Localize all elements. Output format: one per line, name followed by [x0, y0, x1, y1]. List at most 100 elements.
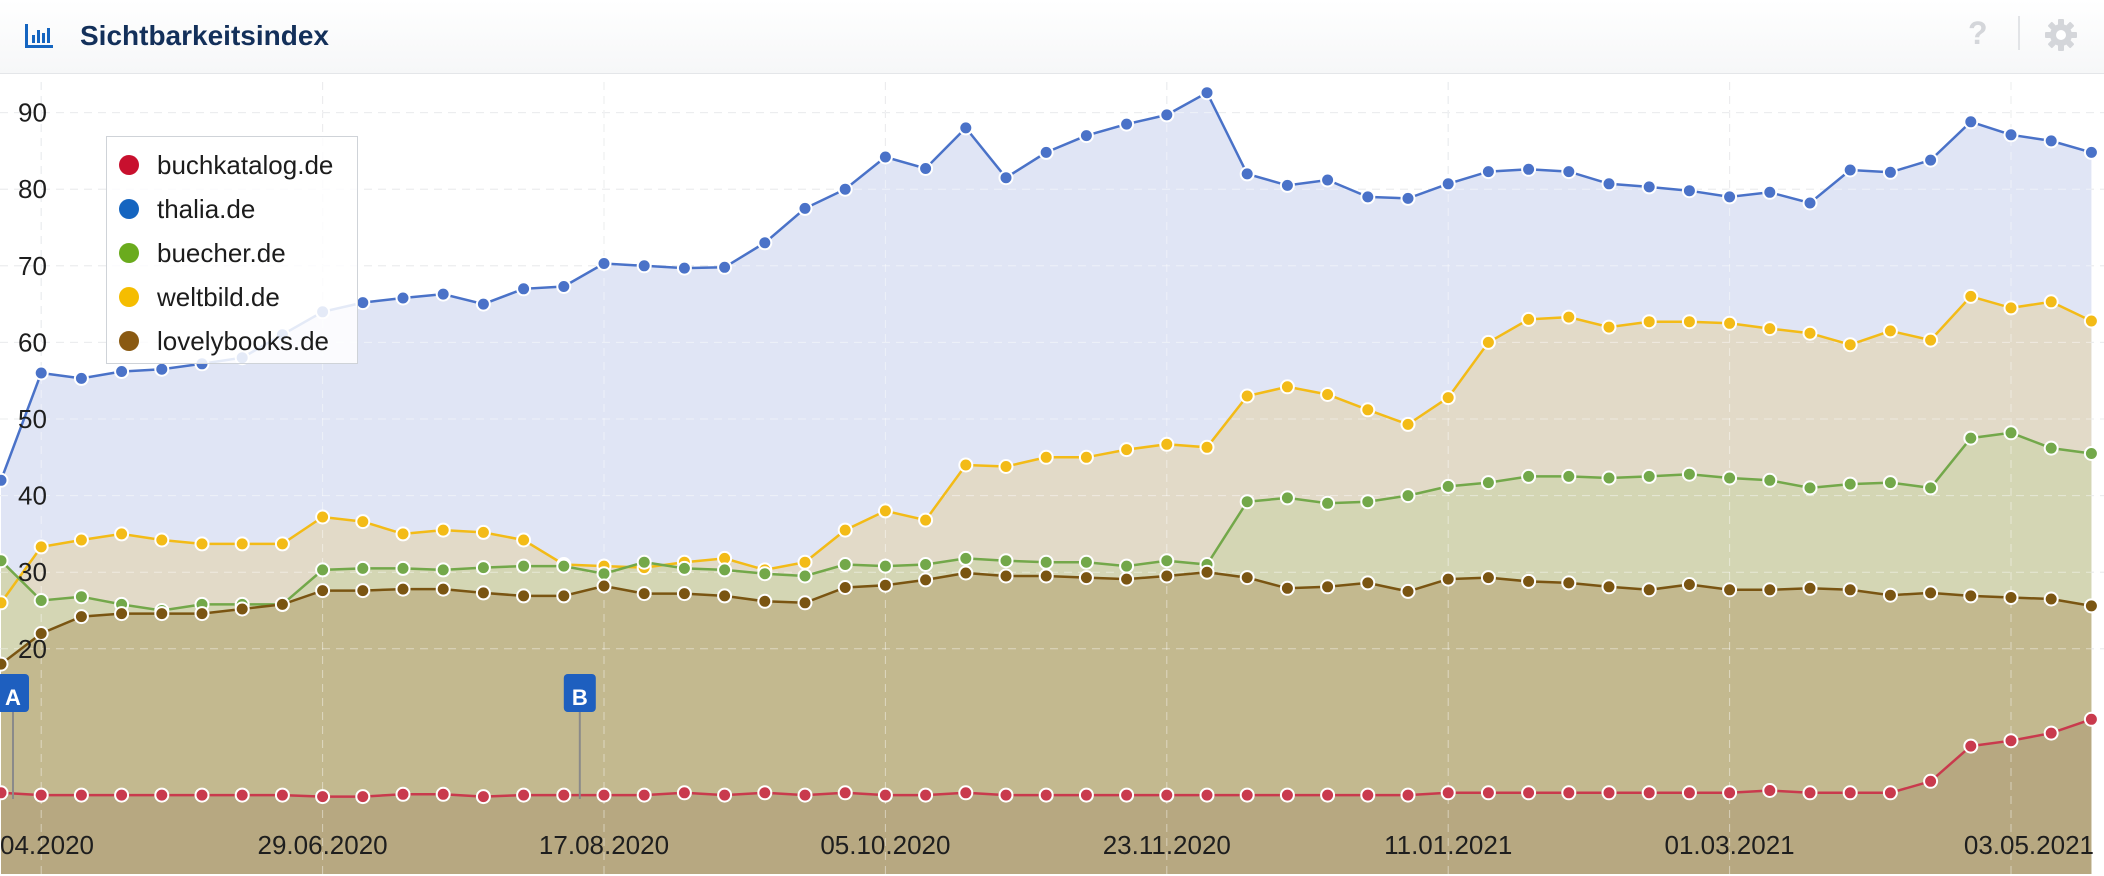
point-lovelybooks[interactable]	[355, 583, 371, 599]
point-thalia[interactable]	[717, 259, 733, 275]
point-lovelybooks[interactable]	[1923, 585, 1939, 601]
point-buchkatalog[interactable]	[1963, 738, 1979, 754]
point-lovelybooks[interactable]	[1440, 571, 1456, 587]
point-buecher[interactable]	[1440, 478, 1456, 494]
point-buchkatalog[interactable]	[73, 787, 89, 803]
point-thalia[interactable]	[1360, 189, 1376, 205]
point-buchkatalog[interactable]	[998, 787, 1014, 803]
point-buchkatalog[interactable]	[315, 789, 331, 805]
point-buecher[interactable]	[1722, 470, 1738, 486]
point-lovelybooks[interactable]	[757, 593, 773, 609]
point-buchkatalog[interactable]	[1641, 785, 1657, 801]
point-weltbild[interactable]	[33, 539, 49, 555]
point-thalia[interactable]	[1038, 144, 1054, 160]
point-weltbild[interactable]	[1842, 337, 1858, 353]
point-lovelybooks[interactable]	[516, 588, 532, 604]
point-buchkatalog[interactable]	[1561, 785, 1577, 801]
point-buchkatalog[interactable]	[676, 785, 692, 801]
point-lovelybooks[interactable]	[0, 656, 9, 672]
point-lovelybooks[interactable]	[1239, 570, 1255, 586]
point-buchkatalog[interactable]	[1360, 787, 1376, 803]
point-lovelybooks[interactable]	[676, 586, 692, 602]
point-buecher[interactable]	[556, 558, 572, 574]
point-buchkatalog[interactable]	[757, 785, 773, 801]
point-buchkatalog[interactable]	[475, 789, 491, 805]
point-buchkatalog[interactable]	[33, 787, 49, 803]
help-icon[interactable]: ?	[1968, 15, 1988, 51]
point-thalia[interactable]	[998, 170, 1014, 186]
point-lovelybooks[interactable]	[717, 588, 733, 604]
point-weltbild[interactable]	[1239, 388, 1255, 404]
point-buecher[interactable]	[1038, 554, 1054, 570]
point-buchkatalog[interactable]	[837, 785, 853, 801]
legend-item-weltbild[interactable]: weltbild.de	[119, 277, 280, 317]
point-thalia[interactable]	[1521, 161, 1537, 177]
point-buchkatalog[interactable]	[1480, 785, 1496, 801]
point-lovelybooks[interactable]	[1882, 587, 1898, 603]
point-thalia[interactable]	[1601, 176, 1617, 192]
point-thalia[interactable]	[1279, 177, 1295, 193]
point-lovelybooks[interactable]	[1963, 588, 1979, 604]
point-thalia[interactable]	[596, 256, 612, 271]
point-buecher[interactable]	[435, 562, 451, 578]
point-buecher[interactable]	[1119, 558, 1135, 574]
point-lovelybooks[interactable]	[154, 606, 170, 622]
point-thalia[interactable]	[1119, 116, 1135, 132]
point-buecher[interactable]	[1762, 472, 1778, 488]
point-thalia[interactable]	[435, 286, 451, 302]
point-buchkatalog[interactable]	[1521, 785, 1537, 801]
point-lovelybooks[interactable]	[1320, 579, 1336, 595]
point-lovelybooks[interactable]	[1681, 577, 1697, 592]
legend-item-thalia[interactable]: thalia.de	[119, 189, 255, 229]
point-lovelybooks[interactable]	[958, 565, 974, 581]
point-lovelybooks[interactable]	[2043, 591, 2059, 607]
point-buecher[interactable]	[2003, 425, 2019, 441]
point-lovelybooks[interactable]	[2003, 590, 2019, 605]
point-weltbild[interactable]	[1159, 436, 1175, 452]
point-buchkatalog[interactable]	[1722, 785, 1738, 801]
point-buecher[interactable]	[1320, 495, 1336, 511]
point-buecher[interactable]	[676, 560, 692, 576]
point-weltbild[interactable]	[315, 509, 331, 525]
point-buecher[interactable]	[0, 553, 9, 569]
point-thalia[interactable]	[2083, 144, 2099, 160]
point-buecher[interactable]	[1681, 466, 1697, 482]
point-lovelybooks[interactable]	[596, 578, 612, 594]
point-weltbild[interactable]	[435, 522, 451, 538]
point-thalia[interactable]	[516, 281, 532, 297]
point-buecher[interactable]	[1561, 468, 1577, 484]
point-buchkatalog[interactable]	[1923, 773, 1939, 789]
point-thalia[interactable]	[1320, 172, 1336, 188]
point-weltbild[interactable]	[1279, 379, 1295, 395]
point-buchkatalog[interactable]	[194, 787, 210, 803]
point-thalia[interactable]	[1199, 85, 1215, 101]
point-buchkatalog[interactable]	[797, 787, 813, 803]
point-buecher[interactable]	[33, 593, 49, 608]
point-thalia[interactable]	[1923, 152, 1939, 168]
point-weltbild[interactable]	[1480, 334, 1496, 350]
point-lovelybooks[interactable]	[1279, 580, 1295, 596]
point-thalia[interactable]	[1480, 164, 1496, 180]
point-buchkatalog[interactable]	[2003, 733, 2019, 749]
point-buecher[interactable]	[73, 589, 89, 605]
point-buecher[interactable]	[1882, 475, 1898, 491]
point-weltbild[interactable]	[837, 522, 853, 538]
event-marker-a[interactable]: A	[0, 674, 29, 799]
point-thalia[interactable]	[797, 200, 813, 216]
gear-icon[interactable]	[2044, 18, 2078, 52]
point-buecher[interactable]	[1923, 480, 1939, 496]
point-buecher[interactable]	[315, 562, 331, 578]
point-thalia[interactable]	[636, 258, 652, 274]
point-buecher[interactable]	[1641, 468, 1657, 484]
point-thalia[interactable]	[1882, 164, 1898, 180]
point-buchkatalog[interactable]	[395, 786, 411, 802]
point-buecher[interactable]	[1521, 468, 1537, 484]
point-thalia[interactable]	[2043, 133, 2059, 149]
point-buchkatalog[interactable]	[355, 789, 371, 805]
point-buchkatalog[interactable]	[1681, 785, 1697, 801]
point-lovelybooks[interactable]	[1119, 571, 1135, 587]
point-buchkatalog[interactable]	[1239, 787, 1255, 803]
point-weltbild[interactable]	[1601, 319, 1617, 335]
legend-item-buchkatalog[interactable]: buchkatalog.de	[119, 145, 333, 185]
point-lovelybooks[interactable]	[2083, 598, 2099, 614]
